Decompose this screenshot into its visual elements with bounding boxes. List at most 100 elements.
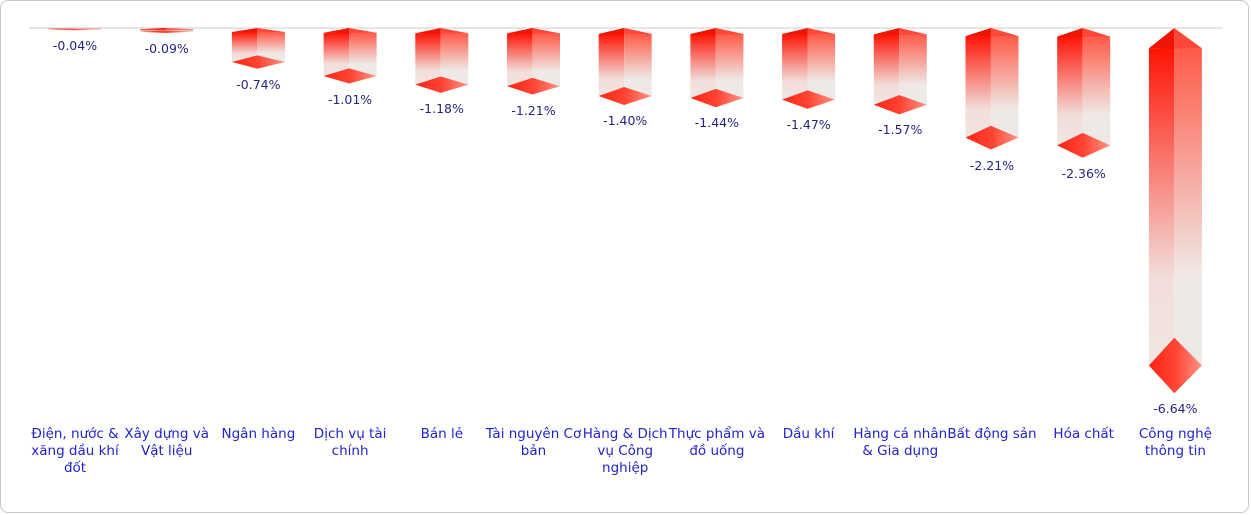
bar-side-face[interactable] bbox=[349, 32, 377, 76]
bar-value-label: -1.44% bbox=[694, 115, 739, 131]
bar[interactable] bbox=[782, 28, 836, 109]
bar-front-face[interactable] bbox=[415, 33, 441, 85]
category-label: Ngân hàng bbox=[221, 426, 296, 442]
bar-side-face[interactable] bbox=[1082, 36, 1111, 146]
bar-top-edge-left[interactable] bbox=[873, 28, 900, 35]
category-label: Hàng cá nhân & Gia dụng bbox=[853, 426, 948, 459]
bar-front-face[interactable] bbox=[873, 34, 900, 105]
bar-bottom-cap[interactable] bbox=[965, 125, 1019, 150]
bar[interactable] bbox=[690, 28, 744, 108]
bar-side-face[interactable] bbox=[899, 34, 927, 105]
bar[interactable] bbox=[1148, 28, 1202, 394]
bar-top-edge-right[interactable] bbox=[440, 28, 469, 34]
bar-bottom-cap[interactable] bbox=[782, 90, 836, 109]
bar-top-edge-left[interactable] bbox=[1148, 28, 1175, 49]
bar-top-edge-left[interactable] bbox=[965, 28, 991, 37]
bar-value-label: -0.74% bbox=[236, 76, 281, 92]
category-label: Dịch vụ tài chính bbox=[313, 426, 387, 459]
bar-top-edge-right[interactable] bbox=[990, 28, 1019, 37]
bar-top-edge-right[interactable] bbox=[165, 28, 194, 30]
bar-value-label: -1.40% bbox=[603, 113, 648, 128]
category-label: Bất động sản bbox=[947, 426, 1037, 442]
bar-front-face[interactable] bbox=[1057, 36, 1083, 146]
category-label: Tài nguyên Cơ bản bbox=[485, 426, 582, 459]
bar-bottom-cap[interactable] bbox=[1057, 132, 1111, 158]
bar[interactable] bbox=[598, 28, 652, 105]
bar-bottom-cap[interactable] bbox=[231, 55, 285, 69]
bar-value-label: -1.21% bbox=[511, 102, 556, 118]
category-label: Dầu khí bbox=[782, 426, 835, 442]
bar-front-face[interactable] bbox=[782, 34, 808, 100]
bar-top-edge-left[interactable] bbox=[507, 28, 533, 34]
bar-front-face[interactable] bbox=[1148, 48, 1175, 366]
bar-bottom-cap[interactable] bbox=[690, 88, 744, 108]
bar-top-edge-right[interactable] bbox=[1174, 28, 1202, 49]
category-label: Công nghệ thông tin bbox=[1138, 426, 1212, 459]
bar-top-edge-left[interactable] bbox=[323, 28, 350, 34]
category-label: Thực phẩm và đồ uống bbox=[668, 426, 765, 459]
bar-front-face[interactable] bbox=[48, 28, 74, 30]
bar-top-edge-left[interactable] bbox=[782, 28, 808, 35]
bar-top-edge-left[interactable] bbox=[415, 28, 441, 34]
bar[interactable] bbox=[323, 28, 377, 84]
bar[interactable] bbox=[873, 28, 927, 115]
bar-side-face[interactable] bbox=[73, 28, 102, 30]
bar[interactable] bbox=[48, 28, 102, 31]
bar-top-edge-right[interactable] bbox=[257, 28, 285, 33]
bar-top-edge-left[interactable] bbox=[140, 28, 166, 30]
bar-value-label: -1.47% bbox=[786, 116, 831, 132]
bar-value-label: -1.57% bbox=[878, 122, 923, 138]
bar-front-face[interactable] bbox=[690, 33, 716, 99]
bar-front-face[interactable] bbox=[965, 36, 991, 138]
bar-value-label: -1.01% bbox=[327, 91, 373, 107]
bar-side-face[interactable] bbox=[165, 29, 194, 32]
bar-value-label: -6.64% bbox=[1153, 401, 1198, 417]
bar-front-face[interactable] bbox=[140, 29, 166, 32]
bar-front-face[interactable] bbox=[598, 33, 625, 96]
bar-top-edge-left[interactable] bbox=[1057, 28, 1083, 37]
bar-top-edge-left[interactable] bbox=[598, 28, 625, 35]
category-label: Điện, nước & xăng dầu khí đốt bbox=[31, 426, 119, 476]
bar-top-edge-right[interactable] bbox=[715, 28, 744, 35]
bar-side-face[interactable] bbox=[1174, 48, 1202, 366]
bar-value-label: -2.36% bbox=[1061, 165, 1106, 181]
bar[interactable] bbox=[507, 28, 560, 95]
bar-bottom-cap[interactable] bbox=[140, 30, 194, 33]
bar[interactable] bbox=[140, 28, 194, 33]
bar[interactable] bbox=[231, 28, 285, 69]
bar-bottom-cap[interactable] bbox=[598, 86, 652, 105]
category-label: Hàng & Dịch vụ Công nghiệp bbox=[582, 426, 668, 476]
bar-top-edge-right[interactable] bbox=[1082, 28, 1111, 37]
bar-front-face[interactable] bbox=[323, 32, 350, 76]
bar-bottom-cap[interactable] bbox=[873, 95, 927, 115]
category-label: Bán lẻ bbox=[420, 426, 464, 442]
bar-bottom-cap[interactable] bbox=[1148, 337, 1202, 394]
bar-side-face[interactable] bbox=[532, 33, 560, 87]
bar-top-edge-right[interactable] bbox=[899, 28, 927, 35]
category-label: Hóa chất bbox=[1053, 426, 1114, 442]
bar[interactable] bbox=[1057, 28, 1111, 158]
bar-side-face[interactable] bbox=[715, 33, 744, 99]
bar-bottom-cap[interactable] bbox=[507, 77, 560, 95]
bar-top-edge-right[interactable] bbox=[349, 28, 377, 34]
bar-value-label: -1.18% bbox=[419, 100, 464, 116]
bar-front-face[interactable] bbox=[507, 33, 533, 87]
bar-side-face[interactable] bbox=[990, 36, 1019, 138]
bar-top-edge-right[interactable] bbox=[532, 28, 560, 34]
bar-top-edge-left[interactable] bbox=[690, 28, 716, 35]
bar-value-label: -0.04% bbox=[52, 38, 98, 54]
bar-value-label: -2.21% bbox=[969, 157, 1015, 173]
bar-bottom-cap[interactable] bbox=[323, 68, 377, 84]
bar-side-face[interactable] bbox=[807, 34, 836, 100]
bar[interactable] bbox=[965, 28, 1019, 150]
bar-bottom-cap[interactable] bbox=[415, 76, 469, 93]
bar-top-edge-right[interactable] bbox=[807, 28, 836, 35]
bar-value-label: -0.09% bbox=[144, 40, 189, 56]
bar[interactable] bbox=[415, 28, 469, 93]
bar-top-edge-left[interactable] bbox=[231, 28, 258, 33]
bar-bottom-cap[interactable] bbox=[48, 29, 102, 31]
bar-top-edge-right[interactable] bbox=[624, 28, 652, 35]
bar-side-face[interactable] bbox=[624, 33, 652, 96]
bar-side-face[interactable] bbox=[440, 33, 469, 85]
